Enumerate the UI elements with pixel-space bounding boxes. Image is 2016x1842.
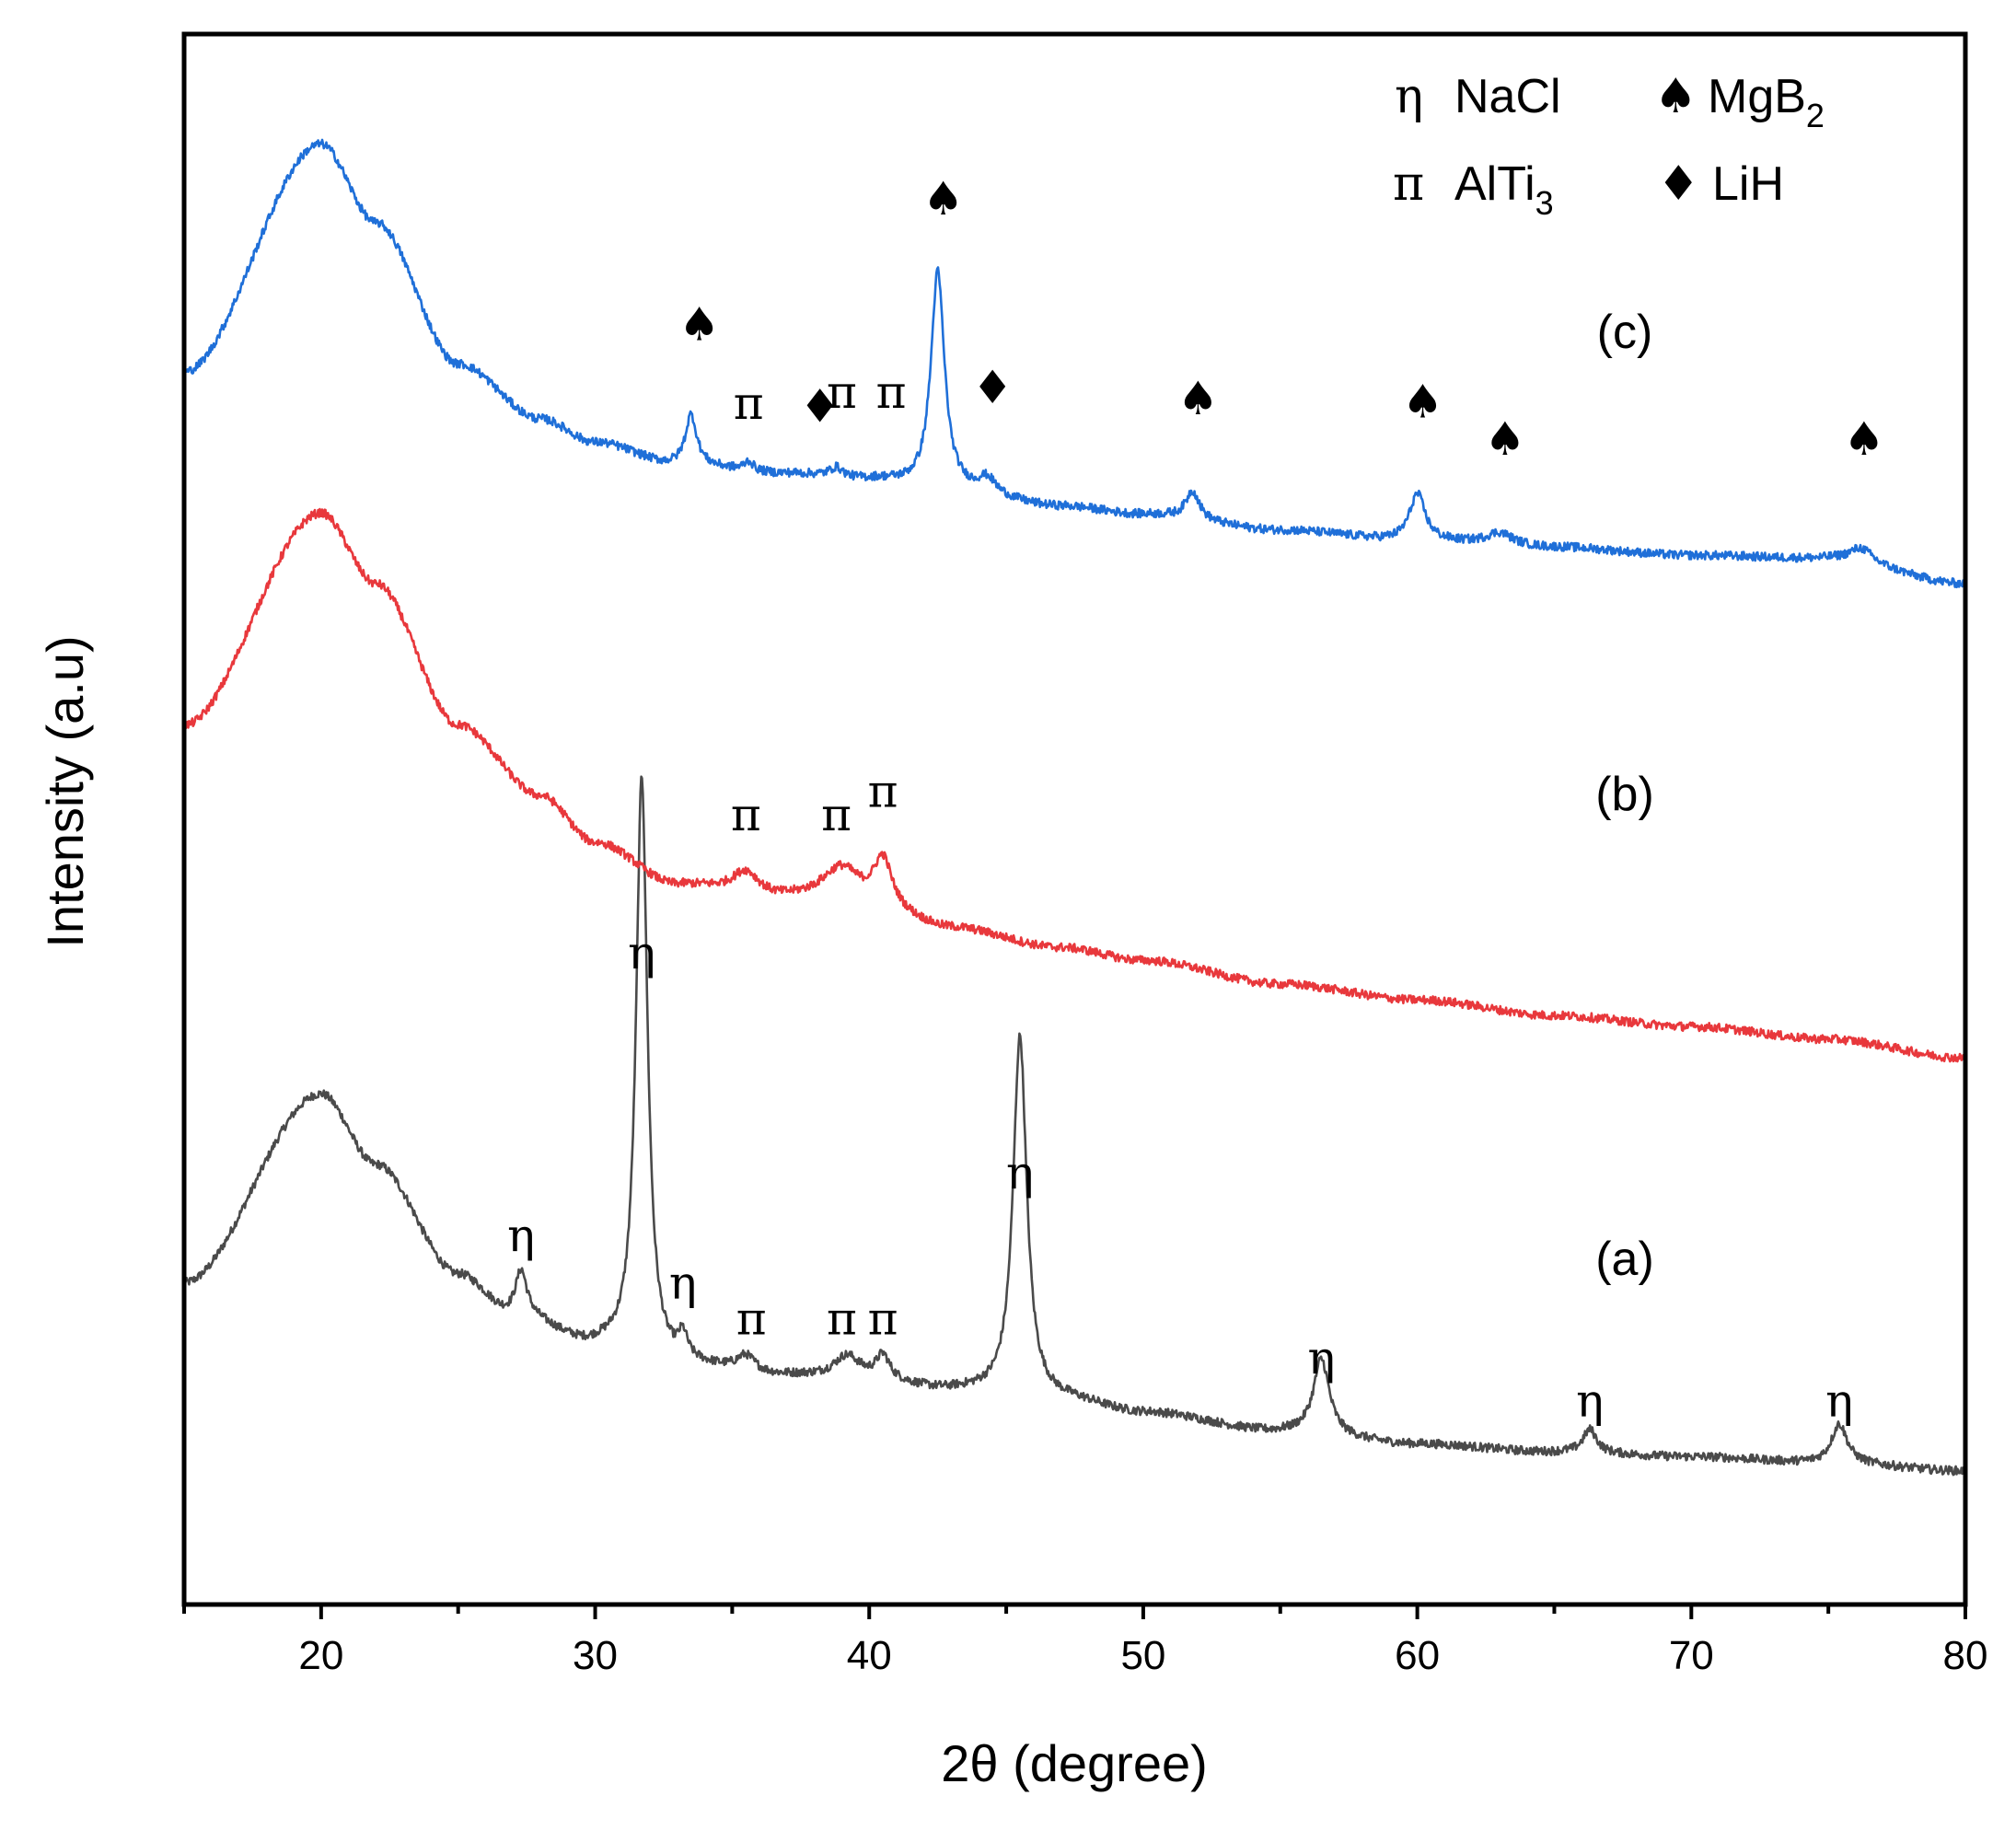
peak-label-c-pi-16: π — [827, 365, 857, 419]
x-tick-label-60: 60 — [1395, 1633, 1440, 1678]
y-axis-title: Intensity (a.u) — [36, 635, 94, 947]
series-line-b — [182, 507, 1966, 1063]
peak-label-c-spade-23: ♠ — [1843, 412, 1884, 466]
legend-item-lih: ♦ LiH — [1657, 156, 1784, 212]
peak-label-c-pi-14: π — [734, 377, 764, 430]
x-tick-label-80: 80 — [1943, 1633, 1988, 1678]
eta-symbol-icon: η — [1395, 69, 1423, 124]
x-axis-tick-labels: 20 30 40 50 60 70 80 — [298, 1633, 1987, 1678]
peak-label-c-pi-17: π — [876, 365, 907, 419]
legend: η NaCl π AlTi3 ♠ MgB2 ♦ LiH — [1393, 69, 1825, 222]
x-tick-label-40: 40 — [847, 1633, 892, 1678]
peak-label-b-pi-12: π — [868, 764, 898, 817]
series-line-c — [182, 138, 1966, 589]
legend-label-lih: LiH — [1712, 157, 1784, 211]
peak-label-a-eta-9: η — [1825, 1373, 1853, 1427]
peak-label-c-spade-21: ♠ — [1402, 375, 1443, 428]
x-tick-label-70: 70 — [1669, 1633, 1714, 1678]
legend-item-nacl: η NaCl — [1395, 69, 1561, 124]
peak-label-a-eta-1: η — [628, 926, 655, 979]
peak-label-c-spade-13: ♠ — [678, 298, 720, 352]
plot-frame — [181, 31, 1968, 1607]
peak-label-a-eta-0: η — [507, 1209, 535, 1262]
x-tick-label-30: 30 — [573, 1633, 618, 1678]
legend-item-mgb2: ♠ MgB2 — [1654, 69, 1825, 134]
peak-label-c-spade-22: ♠ — [1484, 412, 1525, 466]
peak-label-a-eta-8: η — [1576, 1373, 1604, 1427]
pi-symbol-icon: π — [1393, 156, 1424, 212]
legend-label-alti3-subscript: 3 — [1535, 184, 1554, 222]
legend-label-alti3-name: AlTi — [1454, 157, 1535, 211]
peak-label-c-diamond-19: ♦ — [972, 361, 1014, 414]
peak-label-c-spade-20: ♠ — [1177, 372, 1219, 425]
series-line-a — [182, 775, 1966, 1477]
peak-label-a-eta-2: η — [669, 1256, 697, 1309]
curve-label-a: (a) — [1595, 1233, 1654, 1286]
curve-label-b: (b) — [1595, 768, 1654, 821]
spade-symbol-icon: ♠ — [1654, 69, 1697, 124]
x-axis-ticks — [182, 1605, 1967, 1619]
peak-label-c-diamond-15: ♦ — [799, 379, 840, 433]
curve-label-c: (c) — [1597, 306, 1653, 359]
legend-label-alti3: AlTi3 — [1454, 157, 1554, 222]
peak-label-a-pi-5: π — [868, 1292, 898, 1346]
legend-item-alti3: π AlTi3 — [1393, 156, 1554, 222]
peak-label-a-pi-4: π — [827, 1292, 857, 1346]
peak-label-a-eta-6: η — [1006, 1146, 1034, 1199]
x-tick-label-20: 20 — [298, 1633, 343, 1678]
legend-label-mgb2: MgB2 — [1708, 70, 1825, 134]
legend-label-mgb2-name: MgB — [1708, 70, 1806, 123]
peak-label-a-pi-3: π — [736, 1292, 767, 1346]
peak-label-c-spade-18: ♠ — [922, 172, 964, 226]
peak-label-b-pi-10: π — [731, 788, 761, 841]
legend-label-mgb2-subscript: 2 — [1806, 97, 1825, 134]
legend-label-nacl: NaCl — [1454, 70, 1561, 123]
series-curves — [182, 138, 1966, 1477]
diamond-symbol-icon: ♦ — [1657, 156, 1700, 212]
peak-label-a-eta-7: η — [1307, 1331, 1335, 1384]
x-tick-label-50: 50 — [1120, 1633, 1165, 1678]
x-axis-title: 2θ (degree) — [941, 1734, 1208, 1792]
peak-label-b-pi-11: π — [821, 788, 852, 841]
